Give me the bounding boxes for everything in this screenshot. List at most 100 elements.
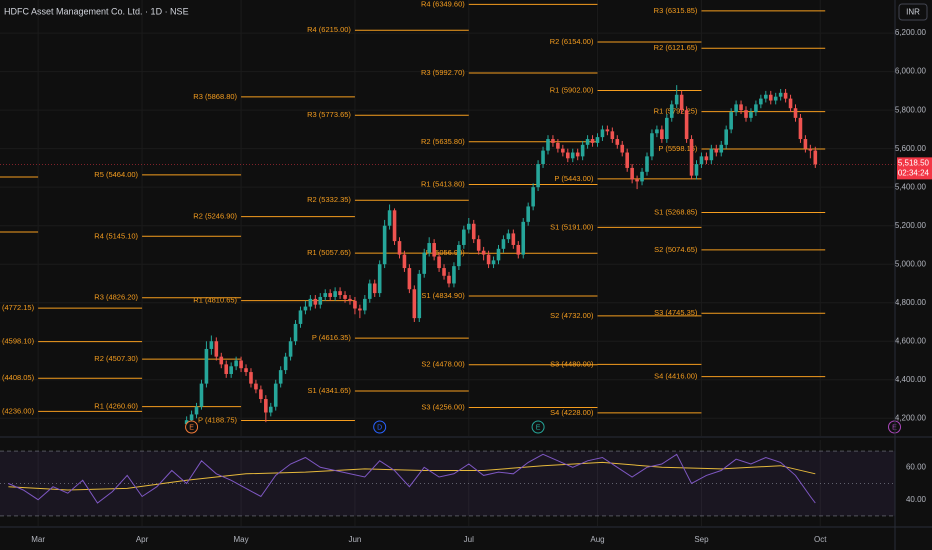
candle-body [338,291,342,296]
event-label: D [377,424,382,431]
pivot-label: R1 (4810.65) [193,296,237,305]
candle-body [788,98,793,109]
candle-body [348,298,352,301]
candle-body [466,223,471,230]
pivot-label: P (5598.15) [658,144,698,153]
candle-body [239,360,243,369]
candle-body [323,293,328,297]
candle-body [372,283,377,294]
candle-body [630,167,634,180]
candle-body [229,366,233,374]
candle-body [803,139,808,149]
candle-body [793,108,798,118]
candle-body [259,389,263,400]
pivot-label: S4 (4228.00) [550,408,594,417]
pivot-label: R3 (5773.65) [307,110,351,119]
candle-body [640,171,644,182]
candle-body [768,94,773,101]
pivot-label: R1 (5792.25) [654,107,698,116]
event-marker [531,420,545,434]
candle-body [541,150,545,165]
y-tick-label: 6,200.00 [895,28,927,37]
candle-body [739,104,743,111]
pivot-label: S2 (4732.00) [550,311,594,320]
y-tick-label: 5,400.00 [895,182,927,191]
candle-body [694,164,699,176]
rsi-line [8,453,816,504]
candle-body [387,210,392,226]
pivot-label: R2 (5246.90) [193,212,237,221]
candle-body [254,383,258,390]
candle-body [283,356,288,371]
event-marker [373,420,387,434]
currency[interactable]: INR [906,8,920,17]
pivot-label: R3 (4826.20) [94,293,138,302]
candle-body [481,250,486,255]
candle-body [214,341,219,357]
pivot-label: R4 (5145.10) [94,231,138,240]
candle-body [264,399,268,413]
candle-body [565,152,570,159]
candle-body [635,179,639,182]
rsi-tick-label: 40.00 [906,495,927,504]
candle-body [392,210,397,242]
candle-body [437,256,441,269]
candle-body [778,92,783,97]
last-price-tag [897,157,932,180]
candle-body [244,368,248,373]
candle-body [808,148,813,151]
candle-body [397,241,402,255]
candle-body [303,306,308,311]
candle-body [798,117,803,140]
rsi-pane [0,440,895,526]
candle-body [343,295,347,299]
candle-body [759,98,763,105]
pivot-label: R2 (5635.80) [421,137,465,146]
candle-body [754,104,758,113]
candle-body [447,275,451,284]
y-tick-label: 6,000.00 [895,67,927,76]
candle-body [491,260,496,265]
event-marker [185,420,199,434]
x-tick-label: Mar [31,535,45,544]
candle-body [531,187,535,207]
pivot-label: (4408.05) [2,373,35,382]
candle-body [660,129,664,140]
candle-body [724,129,728,145]
candle-body [556,142,560,149]
candle-body [650,133,654,157]
candle-body [268,406,273,413]
y-tick-label: 5,200.00 [895,221,927,230]
candle-body [763,94,768,99]
candle-body [521,221,526,255]
x-tick-label: Apr [136,535,149,544]
rsi-tick-label: 60.00 [906,462,927,471]
pivot-label: (4236.00) [2,406,35,415]
candle-body [471,223,476,240]
candle-body [328,293,332,297]
candle-body [476,239,481,251]
candle-body [679,94,684,111]
candle-body [189,414,194,421]
rsi-ma [8,461,816,491]
candle-body [684,110,689,140]
y-tick-label: 5,600.00 [895,144,927,153]
candle-body [749,112,753,118]
candle-body [496,248,501,261]
candle-body [209,341,214,349]
candle-body [462,229,466,245]
currency-box[interactable] [898,3,928,21]
candle-body [293,323,298,342]
candle-body [288,341,293,357]
candle-body [382,225,387,265]
candle-body [333,291,337,297]
x-tick-label: May [234,535,249,544]
pivot-label: S1 (4341.65) [308,386,352,395]
candle-body [719,144,724,153]
x-tick-label: Jul [464,535,474,544]
pivot-label: P (5056.90) [426,248,466,257]
pivot-label: R2 (5332.35) [307,195,351,204]
y-tick-label: 5,800.00 [895,105,927,114]
x-tick-label: Sep [694,535,709,544]
candle-body [516,244,521,255]
